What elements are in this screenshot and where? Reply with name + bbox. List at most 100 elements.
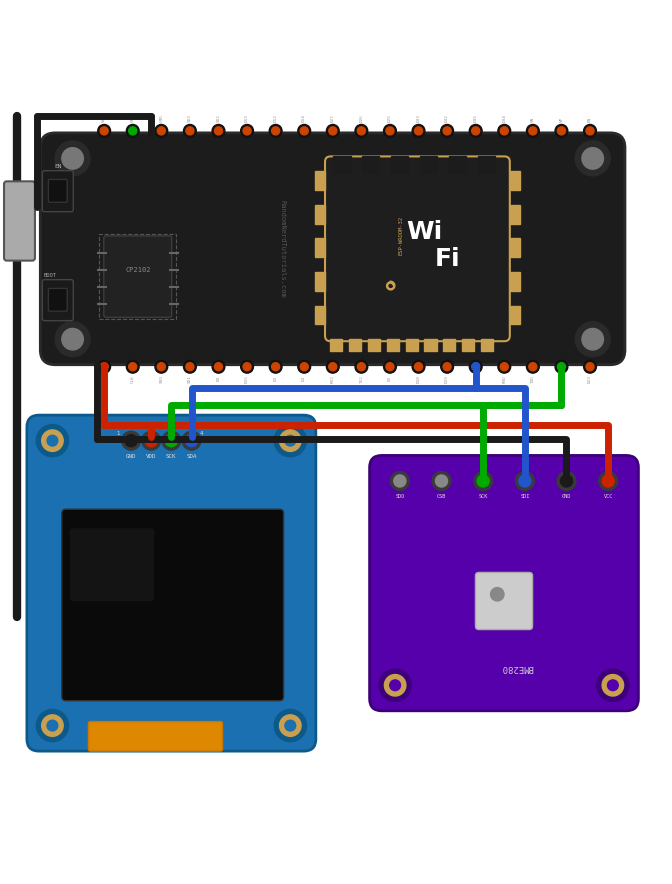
FancyBboxPatch shape (48, 288, 67, 311)
Bar (478, 156, 495, 173)
Bar (315, 306, 325, 324)
Text: D2: D2 (274, 376, 278, 381)
Circle shape (500, 126, 508, 135)
Circle shape (271, 362, 280, 370)
Circle shape (526, 361, 539, 373)
Circle shape (243, 126, 251, 135)
Circle shape (602, 475, 614, 487)
Bar (481, 339, 493, 351)
Circle shape (241, 125, 253, 137)
Circle shape (36, 710, 69, 742)
Circle shape (280, 715, 301, 736)
Circle shape (212, 125, 225, 137)
Bar (333, 156, 351, 173)
Circle shape (384, 361, 396, 373)
Circle shape (327, 361, 339, 373)
Circle shape (412, 125, 425, 137)
Text: D12: D12 (274, 114, 278, 122)
Text: D15: D15 (245, 376, 249, 384)
FancyBboxPatch shape (370, 455, 638, 711)
Circle shape (42, 430, 63, 452)
Circle shape (212, 361, 225, 373)
Text: SD2: SD2 (216, 114, 220, 122)
Text: VCC: VCC (603, 494, 613, 499)
Circle shape (162, 431, 181, 450)
Circle shape (47, 435, 58, 446)
Bar (449, 156, 466, 173)
Circle shape (557, 362, 565, 370)
Text: SD1: SD1 (188, 376, 192, 384)
Circle shape (186, 126, 194, 135)
Circle shape (575, 141, 610, 176)
Circle shape (122, 431, 140, 450)
FancyBboxPatch shape (70, 529, 154, 601)
Circle shape (526, 125, 539, 137)
Circle shape (62, 329, 83, 350)
Circle shape (155, 361, 168, 373)
Circle shape (298, 125, 310, 137)
Circle shape (47, 720, 58, 731)
FancyBboxPatch shape (89, 721, 222, 751)
Text: RXD: RXD (502, 376, 506, 384)
Circle shape (157, 126, 165, 135)
Circle shape (125, 435, 137, 446)
Text: SD3: SD3 (188, 114, 192, 122)
Circle shape (519, 475, 531, 487)
FancyBboxPatch shape (475, 573, 532, 629)
FancyBboxPatch shape (62, 509, 284, 701)
Circle shape (62, 148, 83, 169)
Circle shape (55, 141, 90, 176)
Circle shape (555, 125, 568, 137)
Circle shape (443, 362, 451, 370)
Circle shape (529, 362, 537, 370)
Circle shape (183, 125, 196, 137)
Circle shape (390, 680, 401, 690)
Circle shape (586, 362, 594, 370)
Circle shape (599, 471, 618, 491)
Circle shape (55, 322, 90, 356)
Circle shape (394, 475, 406, 487)
Bar (315, 171, 325, 190)
Circle shape (300, 362, 308, 370)
Circle shape (298, 361, 310, 373)
Circle shape (274, 424, 306, 457)
Circle shape (157, 362, 165, 370)
Circle shape (379, 669, 411, 701)
Text: GND: GND (562, 494, 571, 499)
Text: ESP-WROOM-32: ESP-WROOM-32 (398, 216, 403, 255)
Text: SCK: SCK (478, 494, 488, 499)
Circle shape (241, 361, 253, 373)
Bar (315, 205, 325, 224)
Circle shape (557, 471, 576, 491)
Circle shape (185, 435, 198, 446)
Circle shape (500, 362, 508, 370)
Circle shape (183, 361, 196, 373)
Circle shape (415, 126, 423, 135)
Circle shape (329, 362, 337, 370)
Text: CP2102: CP2102 (125, 267, 151, 273)
Circle shape (355, 125, 368, 137)
Text: D26: D26 (360, 114, 364, 122)
FancyBboxPatch shape (4, 181, 35, 261)
Text: D35: D35 (474, 114, 478, 122)
Bar (387, 339, 399, 351)
Circle shape (355, 361, 368, 373)
Text: GND: GND (126, 454, 136, 459)
Circle shape (186, 362, 194, 370)
FancyBboxPatch shape (103, 236, 171, 317)
FancyBboxPatch shape (27, 415, 316, 751)
Text: VDD: VDD (146, 454, 157, 459)
Circle shape (243, 362, 251, 370)
Circle shape (597, 669, 629, 701)
Text: EN: EN (588, 117, 592, 122)
Text: D22: D22 (559, 376, 563, 384)
Circle shape (214, 362, 222, 370)
Text: CSB: CSB (437, 494, 446, 499)
Circle shape (145, 435, 157, 446)
Bar (368, 339, 380, 351)
Text: CLK: CLK (131, 376, 135, 384)
Text: D23: D23 (588, 376, 592, 384)
Text: BOOT: BOOT (43, 273, 56, 278)
Bar (425, 339, 437, 351)
Circle shape (271, 126, 280, 135)
